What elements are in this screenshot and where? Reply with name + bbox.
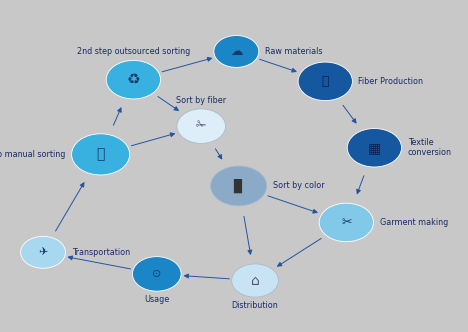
Text: Distribution: Distribution	[232, 301, 278, 310]
Text: Sort by color: Sort by color	[273, 181, 324, 191]
Ellipse shape	[214, 36, 259, 67]
Text: ▦: ▦	[368, 141, 381, 155]
Text: 👕: 👕	[96, 147, 105, 161]
Text: ▊: ▊	[234, 179, 244, 193]
Text: 🧵: 🧵	[322, 75, 329, 88]
Text: Transportation: Transportation	[72, 248, 130, 257]
Text: Garment making: Garment making	[380, 218, 448, 227]
Ellipse shape	[211, 166, 267, 206]
Text: Usage: Usage	[144, 295, 169, 304]
Ellipse shape	[232, 264, 278, 297]
Text: ✁: ✁	[196, 120, 206, 133]
Text: 1st step manual sorting: 1st step manual sorting	[0, 150, 66, 159]
Ellipse shape	[319, 203, 373, 242]
Text: 2nd step outsourced sorting: 2nd step outsourced sorting	[77, 47, 190, 56]
Text: ⌂: ⌂	[251, 274, 259, 288]
Text: ⊙: ⊙	[152, 269, 161, 279]
Text: ✂: ✂	[341, 216, 351, 229]
Text: ✈: ✈	[38, 247, 48, 257]
Ellipse shape	[177, 109, 226, 143]
Text: ♻: ♻	[126, 72, 140, 87]
Text: Raw materials: Raw materials	[265, 47, 322, 56]
Text: ☁: ☁	[230, 45, 242, 58]
Text: Textile
conversion: Textile conversion	[408, 138, 452, 157]
Ellipse shape	[72, 134, 130, 175]
Text: Fiber Production: Fiber Production	[358, 77, 424, 86]
Ellipse shape	[106, 60, 161, 99]
Ellipse shape	[21, 236, 66, 268]
Ellipse shape	[347, 128, 402, 167]
Text: Sort by fiber: Sort by fiber	[176, 96, 227, 105]
Ellipse shape	[132, 257, 181, 291]
Ellipse shape	[298, 62, 352, 101]
